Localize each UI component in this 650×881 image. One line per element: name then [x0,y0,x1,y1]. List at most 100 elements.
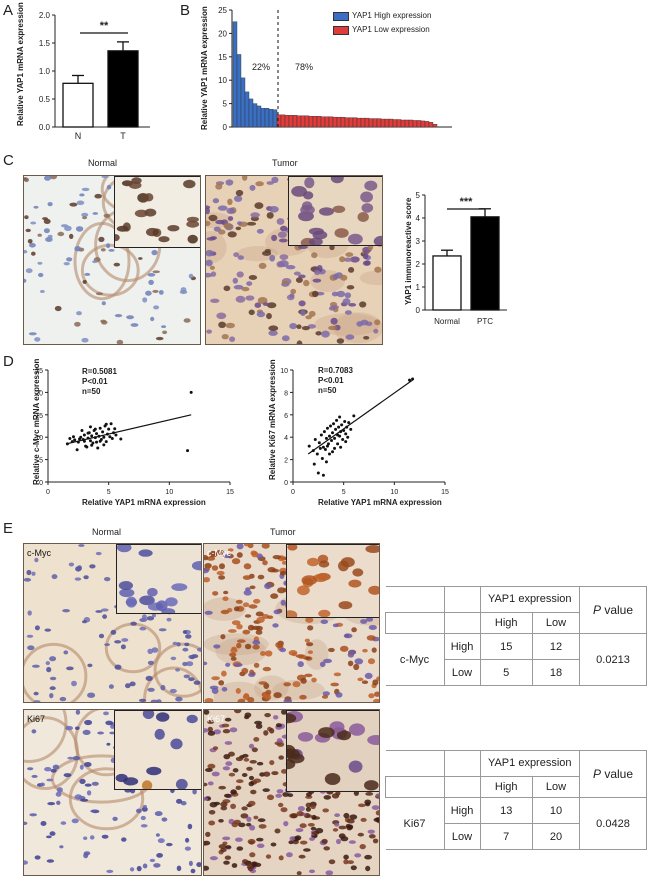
cell-nucleus [364,672,373,679]
cell-nucleus [298,245,308,249]
cell-nucleus [72,756,81,761]
cell-nucleus [47,234,53,239]
cell-nucleus [315,331,322,336]
cell-nucleus [267,302,277,309]
cell-nucleus [350,865,357,871]
cell-nucleus [103,213,111,218]
bar [292,115,298,128]
bar [312,116,318,128]
panel-e-tumor-label: Tumor [270,527,296,537]
data-point [332,422,336,426]
cell-nucleus [82,216,88,220]
panel-e-normal-label: Normal [92,527,122,537]
bar [264,108,270,128]
row-marker: Ki67 [385,797,445,850]
cell-nucleus [228,751,235,757]
data-point [71,435,75,439]
cell-nucleus [279,254,289,260]
cell-nucleus [311,252,318,259]
y-tick-label: 0 [416,306,421,315]
cell-nucleus [241,286,250,292]
cell-nucleus [354,658,364,665]
cell-nucleus [44,176,51,181]
cell-nucleus [31,729,37,734]
cell-nucleus [46,835,52,839]
cell-nucleus [366,635,376,641]
cell-nucleus [361,680,369,684]
cell-nucleus [224,793,232,798]
cell-nucleus [263,771,271,777]
cell-nucleus [265,650,273,657]
data-point [104,422,108,426]
cell-nucleus [245,295,255,301]
y-tick-label: 1.5 [39,39,51,48]
y-tick-label: 5 [416,191,421,200]
cell-nucleus [217,205,228,211]
cell-nucleus [265,854,272,859]
cell-nucleus [208,552,218,558]
table-empty [443,775,481,799]
cell-nucleus [360,817,367,822]
cell-nucleus [257,818,266,823]
bar [424,121,430,128]
cell: 10 [531,797,581,825]
cell-nucleus [307,625,314,631]
cell-nucleus [310,826,317,831]
cell-nucleus [249,852,256,858]
cell-nucleus [360,191,373,203]
cell-nucleus [130,323,139,327]
bar [364,117,370,128]
cell: 12 [531,633,581,661]
cell-nucleus [348,650,357,655]
cell-nucleus [325,870,334,875]
data-point [321,473,325,477]
y-tick-label: 0.0 [39,123,51,132]
cell-nucleus [166,617,172,622]
cell-nucleus [262,666,272,672]
cell-nucleus [212,746,219,750]
cell-nucleus [255,723,263,729]
cell-nucleus [304,673,313,678]
data-point [91,441,95,445]
bar [62,82,94,128]
cell-nucleus [304,638,310,643]
inset-normal-ki67 [114,710,201,790]
label-cmyc-tumor: c-Myc [207,548,231,558]
data-point [324,460,328,464]
y-tick-label: 1 [416,283,421,292]
cell-nucleus [76,565,82,571]
cell-nucleus [230,648,238,653]
follicle-wall [80,243,140,297]
cell-nucleus [94,193,102,199]
cell-nucleus [303,279,310,287]
data-point [80,428,84,432]
cell-nucleus [142,863,148,869]
cell-nucleus [204,568,209,574]
cell-nucleus [281,769,288,774]
data-point [114,433,118,437]
cell-nucleus [81,337,89,343]
cell-nucleus [74,794,83,800]
cell-nucleus [276,218,285,225]
data-point [323,448,327,452]
cell-nucleus [175,778,188,789]
cell-nucleus [287,713,297,724]
cell-nucleus [345,334,355,340]
cell-nucleus [150,699,158,702]
cell-nucleus [51,574,58,580]
x-tick-label: 0 [291,489,295,496]
cell-nucleus [332,828,339,832]
cell-nucleus [248,800,256,806]
cell-nucleus [171,583,188,591]
cell-nucleus [250,789,257,795]
cell-nucleus [49,176,58,180]
cell-nucleus [138,549,153,557]
cell-nucleus [320,619,329,625]
cell-nucleus [236,639,246,643]
bar [240,77,246,128]
bar [396,119,402,128]
cell-nucleus [276,738,283,743]
cell-nucleus [243,563,252,570]
cell-nucleus [225,322,235,329]
panel-d-right-stats: R=0.7083 P<0.01 n=50 [318,366,353,396]
